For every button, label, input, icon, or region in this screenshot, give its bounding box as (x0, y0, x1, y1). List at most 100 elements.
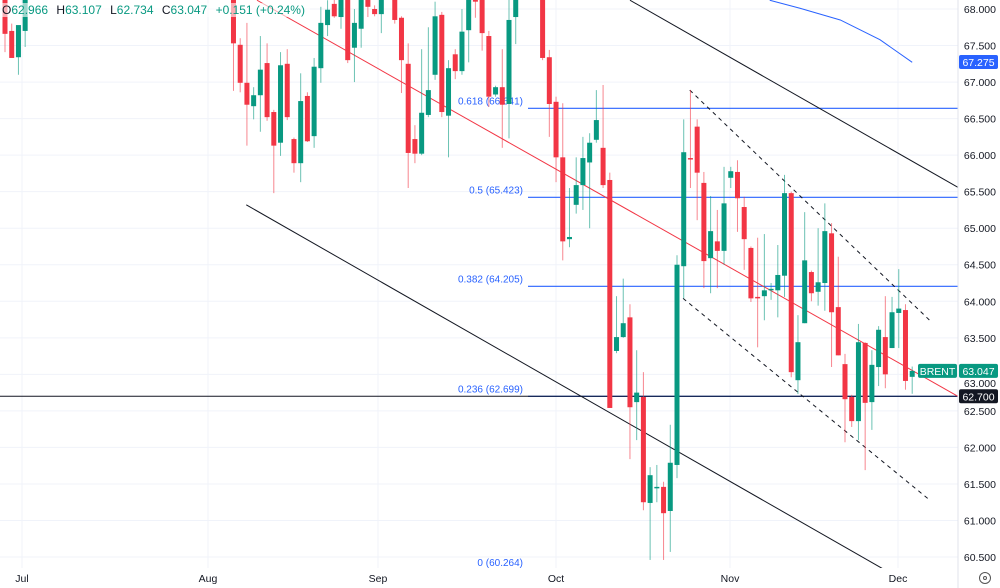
ohlc-change: +0.151 (+0.24%) (215, 3, 305, 17)
candle-up (775, 245, 781, 318)
candle-down (479, 0, 485, 51)
candle-up (580, 136, 586, 210)
candle-down (741, 196, 747, 270)
candle-up (667, 424, 673, 552)
candle-up (493, 85, 499, 97)
fib-level-label: 0 (60.264) (477, 558, 523, 569)
candle-up (351, 9, 357, 83)
channel-line (629, 0, 959, 188)
ohlc-high-value: 63.107 (65, 3, 102, 17)
candle-body (855, 342, 861, 422)
fib-level-label: 0.382 (64.205) (458, 274, 523, 285)
candle-down (842, 353, 848, 443)
candle-up (251, 87, 257, 120)
candle-down (398, 16, 404, 94)
candle-body (896, 308, 902, 313)
candle-down (627, 304, 633, 460)
candle-body (553, 101, 559, 158)
price-tick-label: 61.000 (964, 515, 996, 527)
candle-body (365, 0, 371, 7)
candle-body (835, 307, 841, 356)
ohlc-open-value: 62.966 (11, 3, 49, 17)
candle-body (674, 264, 680, 465)
candle-body (325, 9, 331, 26)
candle-body (882, 337, 888, 375)
ohlc-high: H63.107 (56, 3, 101, 17)
time-axis[interactable] (0, 568, 1000, 588)
candle-body (775, 274, 781, 291)
candle-up (298, 73, 304, 183)
candle-body (284, 63, 290, 118)
price-tick-label: 67.000 (964, 77, 996, 89)
candle-up (647, 467, 653, 560)
candle-down (734, 160, 740, 232)
candle-body (291, 139, 297, 164)
candle-down (345, 0, 351, 64)
candle-up (419, 49, 425, 156)
candle-down (748, 246, 754, 303)
candle-body (734, 171, 740, 199)
candle-body (620, 323, 626, 338)
candle-down (788, 191, 794, 378)
candle-down (264, 43, 270, 121)
candle-down (244, 22, 250, 146)
candle-body (446, 68, 452, 116)
candle-body (15, 25, 21, 58)
fib-level-label: 0.236 (62.699) (458, 384, 523, 395)
candle-up (338, 0, 344, 29)
candle-down (284, 49, 290, 121)
ohlc-close-label: C (161, 3, 171, 17)
candle-body (661, 486, 667, 514)
candle-body (667, 462, 673, 511)
candle-up (425, 27, 431, 118)
candle-body (761, 290, 767, 297)
candle-body (876, 329, 882, 368)
time-axis-labels: Jul Aug Sep Oct Nov Dec (15, 573, 907, 585)
candle-body (741, 207, 747, 240)
candle-body (640, 397, 646, 503)
candle-up (896, 269, 902, 349)
candle-up (466, 0, 472, 63)
candle-body (634, 392, 640, 403)
candle-up (378, 0, 384, 34)
settings-gear-icon[interactable] (979, 572, 991, 584)
candle-body (580, 158, 586, 186)
candle-body (9, 30, 15, 58)
candle-up (446, 60, 452, 158)
candle-down (452, 49, 458, 80)
candle-body (419, 112, 425, 154)
candle-body (647, 475, 653, 503)
candle-down (304, 92, 310, 142)
fib-retracement[interactable]: 0.618 (66.641) 0.5 (65.423) 0.382 (64.205)… (458, 96, 958, 575)
candle-body (909, 370, 915, 377)
candle-down (412, 125, 418, 164)
candle-body (600, 147, 606, 186)
price-axis[interactable] (958, 0, 1000, 588)
candle-body (849, 397, 855, 422)
candle-body (627, 317, 633, 408)
candle-body (815, 282, 821, 292)
candle-body (452, 54, 458, 72)
price-tick-label: 62.500 (964, 406, 996, 418)
candle-up (614, 296, 620, 354)
price-tick-label: 65.000 (964, 223, 996, 235)
candle-down (553, 96, 559, 183)
candle-down (701, 171, 707, 289)
candle-down (365, 0, 371, 18)
candle-body (795, 342, 801, 381)
candle-up (768, 283, 774, 300)
candle-up (358, 0, 364, 48)
candle-body (842, 364, 848, 400)
time-tick-label: Nov (721, 573, 740, 585)
candle-down (472, 0, 478, 18)
candle-up (681, 119, 687, 299)
candle-up (822, 203, 828, 311)
candle-body (251, 95, 257, 107)
price-tick-label: 67.500 (964, 41, 996, 53)
candle-up (257, 36, 263, 132)
candle-down (546, 49, 552, 137)
candle-down (392, 0, 398, 24)
price-tick-label: 63.000 (964, 378, 996, 390)
candle-down (600, 84, 606, 189)
